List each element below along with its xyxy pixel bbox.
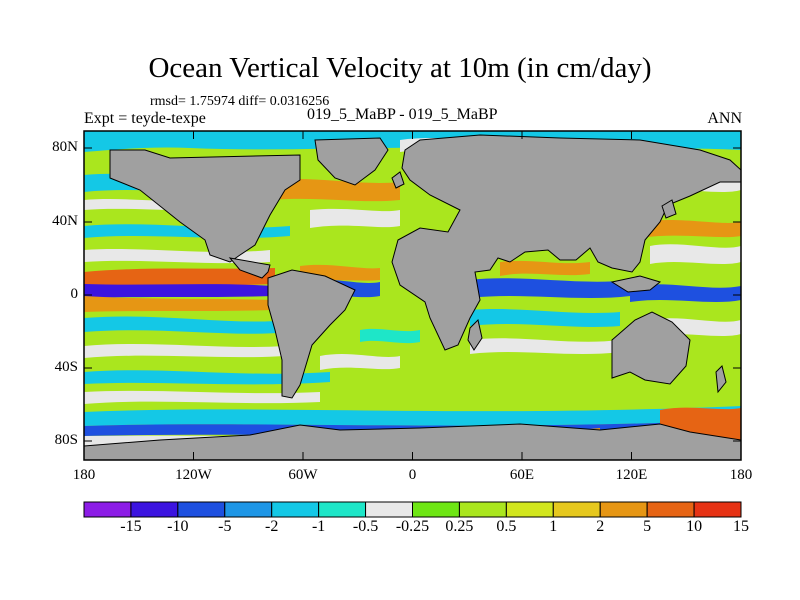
case-label: 019_5_MaBP - 019_5_MaBP	[307, 106, 498, 123]
velocity-field	[84, 131, 741, 460]
colorbar-label: 0.5	[496, 518, 517, 535]
colorbar-swatch	[552, 501, 601, 518]
colorbar-swatch	[271, 501, 320, 518]
colorbar-swatch	[599, 501, 648, 518]
colorbar-label: -10	[167, 518, 189, 535]
colorbar-label: 10	[686, 518, 703, 535]
colorbar	[83, 501, 742, 518]
experiment-label: Expt = teyde-texpe	[84, 110, 206, 127]
colorbar-swatch	[224, 501, 273, 518]
colorbar-swatch	[412, 501, 460, 518]
y-tick-label: 40N	[52, 213, 78, 229]
colorbar-label: 5	[643, 518, 652, 535]
y-tick-label: 80N	[52, 139, 78, 155]
map-field	[84, 131, 741, 460]
colorbar-swatch	[505, 501, 554, 518]
x-tick-label: 120E	[615, 467, 648, 483]
colorbar-label: -5	[218, 518, 232, 535]
land-mask	[84, 134, 741, 460]
x-tick-label: 60E	[509, 467, 535, 483]
x-tick-label: 180	[729, 467, 753, 483]
colorbar-swatch	[458, 501, 507, 518]
colorbar-label: -0.25	[395, 518, 430, 535]
colorbar-label: 1	[549, 518, 558, 535]
x-tick-label: 60W	[288, 467, 318, 483]
colorbar-label: 2	[596, 518, 605, 535]
colorbar-label: -0.5	[352, 518, 379, 535]
y-tick-label: 40S	[54, 359, 78, 375]
season-label: ANN	[707, 110, 742, 127]
colorbar-label: 15	[733, 518, 749, 535]
colorbar-label: 0.25	[445, 518, 474, 535]
axis-ticks	[83, 131, 742, 460]
x-tick-label: 180	[72, 467, 96, 483]
stats-label: rmsd= 1.75974 diff= 0.0316256	[150, 94, 330, 109]
colorbar-swatch	[365, 501, 414, 518]
x-tick-label: 0	[408, 467, 417, 483]
y-tick-label: 0	[70, 286, 79, 302]
colorbar-swatch	[646, 501, 695, 518]
colorbar-swatch	[130, 501, 179, 518]
colorbar-swatch	[83, 501, 132, 518]
colorbar-swatch	[693, 501, 742, 518]
colorbar-label: -15	[120, 518, 142, 535]
y-tick-label: 80S	[54, 432, 78, 448]
x-tick-label: 120W	[175, 467, 212, 483]
colorbar-label: -1	[311, 518, 326, 535]
colorbar-label: -2	[265, 518, 279, 535]
colorbar-swatch	[318, 501, 367, 518]
plot-title: Ocean Vertical Velocity at 10m (in cm/da…	[148, 52, 652, 84]
colorbar-swatch	[177, 501, 226, 518]
